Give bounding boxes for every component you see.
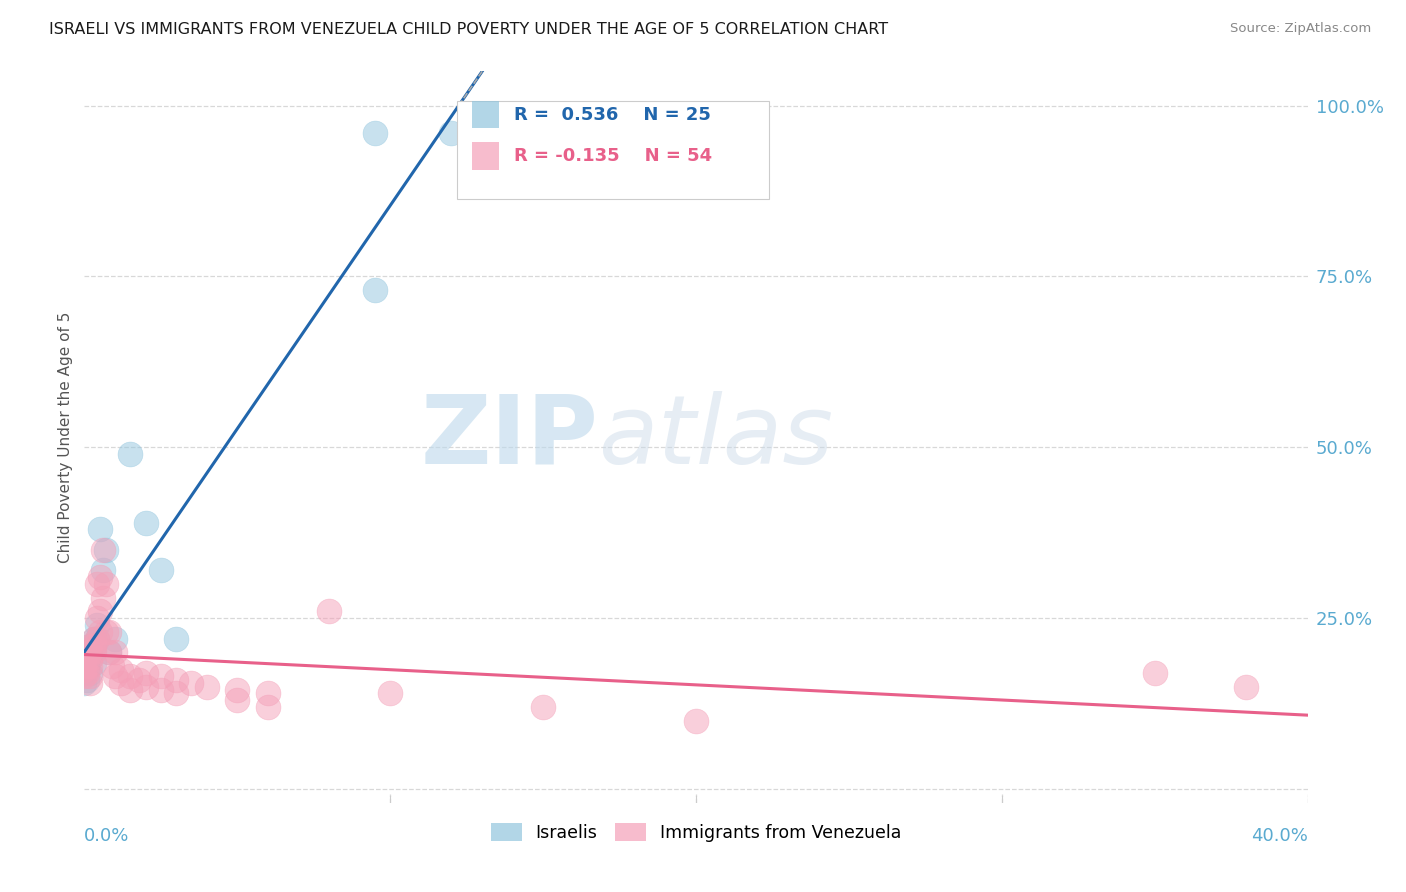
Text: 0.0%: 0.0% (84, 827, 129, 845)
Point (86, 611, 108, 625)
Point (73, 665, 96, 680)
Point (104, 669, 127, 683)
Point (83, 656, 105, 670)
Text: 40.0%: 40.0% (1251, 827, 1308, 845)
Text: R = -0.135    N = 54: R = -0.135 N = 54 (513, 147, 711, 165)
Point (440, 126, 463, 140)
Point (83, 642, 105, 657)
Point (226, 683, 249, 698)
Point (79, 659, 101, 673)
Point (79, 676, 101, 690)
Point (195, 680, 218, 694)
Bar (472, 143, 499, 170)
Point (135, 665, 157, 680)
Point (83, 632, 105, 646)
Point (79, 669, 101, 683)
Point (76, 659, 98, 673)
Point (380, 686, 402, 700)
Point (364, 126, 387, 140)
Point (101, 659, 124, 673)
Text: R =  0.536    N = 25: R = 0.536 N = 25 (513, 105, 710, 123)
Point (120, 683, 142, 698)
Point (1236, 680, 1258, 694)
Point (76, 673, 98, 687)
Point (83, 632, 105, 646)
Point (91, 563, 114, 577)
Point (89, 570, 111, 584)
Point (165, 632, 187, 646)
Text: ISRAELI VS IMMIGRANTS FROM VENEZUELA CHILD POVERTY UNDER THE AGE OF 5 CORRELATIO: ISRAELI VS IMMIGRANTS FROM VENEZUELA CHI… (49, 22, 889, 37)
Point (73, 676, 96, 690)
Point (91, 542, 114, 557)
Point (79, 645, 101, 659)
Point (364, 283, 387, 297)
Point (318, 604, 340, 618)
Point (257, 686, 280, 700)
Point (149, 669, 172, 683)
Point (86, 632, 108, 646)
FancyBboxPatch shape (457, 101, 769, 200)
Point (73, 669, 96, 683)
Point (97, 645, 120, 659)
Point (76, 665, 98, 680)
Point (86, 632, 108, 646)
Point (180, 676, 202, 690)
Point (89, 522, 111, 536)
Point (135, 516, 157, 530)
Point (1143, 665, 1166, 680)
Text: Source: ZipAtlas.com: Source: ZipAtlas.com (1230, 22, 1371, 36)
Point (86, 577, 108, 591)
Point (73, 656, 96, 670)
Point (257, 700, 280, 714)
Point (104, 632, 127, 646)
Point (79, 639, 101, 653)
Point (73, 663, 96, 677)
Point (149, 563, 172, 577)
Point (89, 604, 111, 618)
Text: atlas: atlas (598, 391, 834, 483)
Point (76, 648, 98, 663)
Point (76, 652, 98, 666)
Point (79, 652, 101, 666)
Point (104, 645, 127, 659)
Point (97, 624, 120, 639)
Point (83, 645, 105, 659)
Point (94, 624, 117, 639)
Point (79, 639, 101, 653)
Point (226, 693, 249, 707)
Y-axis label: Child Poverty Under the Age of 5: Child Poverty Under the Age of 5 (58, 311, 73, 563)
Point (76, 645, 98, 659)
Point (110, 676, 132, 690)
Point (76, 663, 98, 677)
Point (120, 447, 142, 461)
Point (94, 577, 117, 591)
Point (79, 665, 101, 680)
Point (89, 624, 111, 639)
Bar (472, 101, 499, 128)
Point (685, 714, 707, 728)
Point (86, 618, 108, 632)
Point (149, 683, 172, 698)
Point (91, 591, 114, 605)
Text: ZIP: ZIP (420, 391, 598, 483)
Point (128, 673, 150, 687)
Point (120, 669, 142, 683)
Legend: Israelis, Immigrants from Venezuela: Israelis, Immigrants from Venezuela (484, 816, 908, 849)
Point (165, 686, 187, 700)
Point (83, 639, 105, 653)
Point (79, 652, 101, 666)
Point (110, 663, 132, 677)
Point (97, 645, 120, 659)
Point (165, 673, 187, 687)
Point (531, 700, 554, 714)
Point (94, 542, 117, 557)
Point (135, 680, 157, 694)
